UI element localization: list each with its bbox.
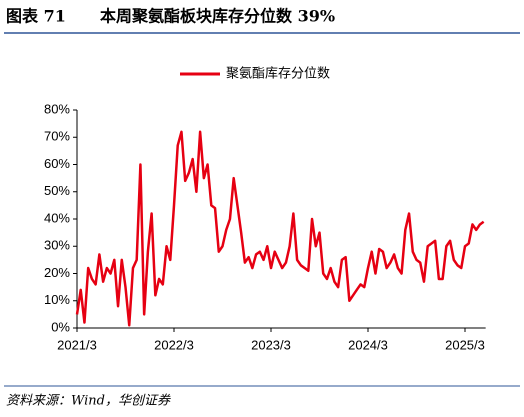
chart-title: 本周聚氨酯板块库存分位数 39% — [100, 7, 335, 26]
legend-label: 聚氨酯库存分位数 — [226, 66, 330, 82]
x-tick-label: 2021/3 — [57, 337, 97, 352]
y-tick-label: 50% — [44, 183, 70, 198]
x-tick-label: 2023/3 — [251, 337, 291, 352]
x-tick-label: 2025/3 — [445, 337, 485, 352]
y-tick-label: 0% — [51, 319, 70, 334]
y-tick-label: 20% — [44, 265, 70, 280]
y-tick-label: 60% — [44, 156, 70, 171]
y-tick-label: 10% — [44, 292, 70, 307]
y-tick-label: 30% — [44, 238, 70, 253]
y-tick-label: 70% — [44, 129, 70, 144]
y-tick-label: 80% — [44, 101, 70, 116]
source-note: 资料来源：Wind，华创证券 — [6, 394, 171, 409]
x-tick-label: 2024/3 — [348, 337, 388, 352]
figure-label: 图表 71 — [6, 7, 66, 26]
x-tick-label: 2022/3 — [154, 337, 194, 352]
data-line — [75, 130, 485, 327]
y-tick-label: 40% — [44, 210, 70, 225]
